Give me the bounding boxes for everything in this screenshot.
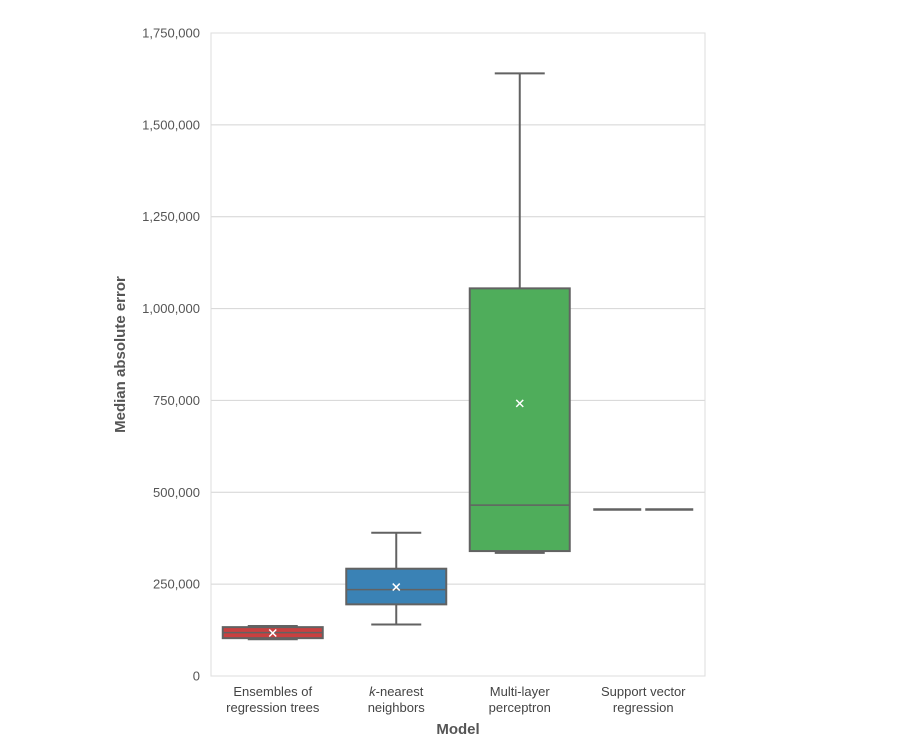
mean-marker bbox=[268, 628, 277, 638]
x-axis-title: Model bbox=[436, 721, 479, 738]
category-label-part: -nearest bbox=[376, 684, 424, 699]
y-axis-ticks: 0 250,000 500,000 750,000 1,000,000 1,250,000… bbox=[142, 26, 200, 684]
y-tick-label: 1,500,000 bbox=[142, 117, 200, 132]
mean-marker bbox=[515, 399, 524, 408]
box-2 bbox=[345, 531, 448, 626]
gridlines bbox=[211, 32, 705, 585]
category-label: regression bbox=[613, 700, 674, 715]
y-axis-title: Median absolute error bbox=[112, 276, 129, 433]
box-1 bbox=[221, 625, 324, 641]
interquartile-box bbox=[468, 287, 571, 553]
y-tick-label: 1,250,000 bbox=[142, 209, 200, 224]
mean-marker bbox=[392, 583, 401, 592]
category-label: Multi-layer bbox=[490, 684, 551, 699]
category-label: perceptron bbox=[489, 700, 551, 715]
y-tick-label: 500,000 bbox=[153, 485, 200, 500]
boxes bbox=[221, 72, 694, 641]
category-label-italic-part: k bbox=[369, 684, 377, 699]
category-label: Support vector bbox=[601, 684, 686, 699]
y-tick-label: 0 bbox=[193, 669, 200, 684]
box-3 bbox=[468, 72, 571, 554]
category-label: k-nearest bbox=[369, 684, 424, 699]
y-tick-label: 750,000 bbox=[153, 393, 200, 408]
y-tick-label: 250,000 bbox=[153, 577, 200, 592]
category-label: regression trees bbox=[226, 700, 320, 715]
y-tick-label: 1,750,000 bbox=[142, 26, 200, 41]
category-label: Ensembles of bbox=[233, 684, 312, 699]
plot-frame bbox=[210, 32, 706, 677]
category-label: neighbors bbox=[368, 700, 426, 715]
y-tick-label: 1,000,000 bbox=[142, 301, 200, 316]
